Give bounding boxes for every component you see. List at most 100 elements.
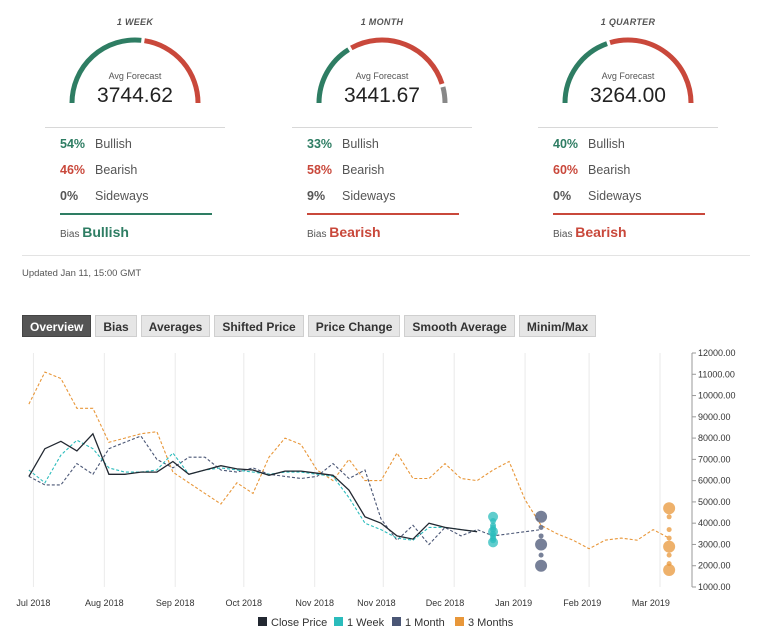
tab-bias[interactable]: Bias bbox=[95, 315, 137, 337]
avg-forecast-value: 3744.62 bbox=[97, 84, 173, 107]
avg-forecast-label: Avg Forecast bbox=[355, 71, 409, 81]
bias-value: Bearish bbox=[329, 224, 381, 240]
forecast-point-3-months bbox=[666, 535, 672, 541]
sentiment-percent: 60% bbox=[553, 163, 579, 177]
avg-forecast-value: 3441.67 bbox=[344, 84, 420, 107]
sentiment-label: Bearish bbox=[342, 163, 385, 177]
forecast-point-1-month bbox=[538, 524, 544, 530]
chart-tabs: Overview Bias Averages Shifted Price Price C… bbox=[22, 315, 600, 337]
sentiment-label: Sideways bbox=[588, 189, 642, 203]
series-line-1-week bbox=[28, 439, 478, 541]
sentiment-row: 0% Sideways bbox=[60, 189, 149, 203]
sentiment-percent: 54% bbox=[60, 137, 86, 151]
gauge-bullish-arc bbox=[316, 47, 350, 104]
sentiment-row: 9% Sideways bbox=[307, 189, 396, 203]
panel-divider bbox=[45, 127, 225, 128]
tab-price-change[interactable]: Price Change bbox=[307, 315, 401, 337]
legend-label: 1 Week bbox=[347, 617, 385, 629]
legend-swatch bbox=[455, 617, 464, 626]
gauge-bearish-arc bbox=[609, 37, 694, 104]
y-tick-label: 6000.00 bbox=[698, 476, 731, 486]
panel-divider bbox=[538, 127, 718, 128]
forecast-gauge bbox=[562, 37, 694, 104]
sentiment-row: 54% Bullish bbox=[60, 137, 132, 151]
series-line-1-month bbox=[28, 435, 542, 546]
x-tick-label: Oct 2018 bbox=[226, 598, 263, 608]
legend-swatch bbox=[392, 617, 401, 626]
tab-averages[interactable]: Averages bbox=[140, 315, 211, 337]
bias-summary: Bias Bearish bbox=[553, 224, 627, 240]
forecast-point-3-months bbox=[663, 540, 676, 553]
updated-timestamp: Updated Jan 11, 15:00 GMT bbox=[22, 268, 142, 279]
x-tick-label: Feb 2019 bbox=[563, 598, 601, 608]
sentiment-label: Bullish bbox=[342, 137, 379, 151]
legend-label: Close Price bbox=[271, 617, 327, 629]
x-tick-label: Aug 2018 bbox=[85, 598, 124, 608]
forecast-point-1-month bbox=[535, 510, 548, 523]
y-tick-label: 10000.00 bbox=[698, 391, 736, 401]
bias-label: Bias bbox=[307, 229, 327, 240]
tab-minim-max[interactable]: Minim/Max bbox=[518, 315, 597, 337]
sentiment-row: 0% Sideways bbox=[553, 189, 642, 203]
bias-underline bbox=[60, 213, 212, 215]
gauge-bearish-arc bbox=[144, 38, 201, 104]
gauge-bullish-arc bbox=[562, 41, 608, 104]
sentiment-percent: 0% bbox=[60, 189, 79, 203]
bias-label: Bias bbox=[60, 229, 80, 240]
sentiment-row: 58% Bearish bbox=[307, 163, 384, 177]
period-title: 1 WEEK bbox=[116, 17, 154, 27]
forecast-point-3-months bbox=[663, 563, 676, 576]
tab-shifted-price[interactable]: Shifted Price bbox=[214, 315, 304, 337]
bias-summary: Bias Bearish bbox=[307, 224, 381, 240]
y-tick-label: 7000.00 bbox=[698, 454, 731, 464]
legend-label: 1 Month bbox=[405, 617, 445, 629]
sentiment-row: 46% Bearish bbox=[60, 163, 137, 177]
tab-smooth-average[interactable]: Smooth Average bbox=[404, 315, 515, 337]
x-tick-label: Mar 2019 bbox=[632, 598, 670, 608]
avg-forecast-value: 3264.00 bbox=[590, 84, 666, 107]
forecast-point-1-month bbox=[538, 552, 544, 558]
gauge-sideways-arc bbox=[440, 86, 448, 104]
tab-overview[interactable]: Overview bbox=[22, 315, 92, 337]
x-tick-label: Nov 2018 bbox=[295, 598, 334, 608]
sentiment-percent: 46% bbox=[60, 163, 86, 177]
forecast-point-3-months bbox=[666, 514, 672, 520]
section-divider bbox=[22, 255, 750, 256]
y-tick-label: 2000.00 bbox=[698, 561, 731, 571]
sentiment-row: 40% Bullish bbox=[553, 137, 625, 151]
y-tick-label: 8000.00 bbox=[698, 433, 731, 443]
panel-divider bbox=[292, 127, 472, 128]
forecast-chart: 1000.00 2000.00 3000.00 4000.00 5000.00 6000.… bbox=[16, 348, 736, 629]
x-tick-label: Dec 2018 bbox=[426, 598, 465, 608]
sentiment-row: 60% Bearish bbox=[553, 163, 630, 177]
sentiment-row: 33% Bullish bbox=[307, 137, 379, 151]
y-tick-label: 9000.00 bbox=[698, 412, 731, 422]
period-title: 1 MONTH bbox=[360, 17, 404, 27]
y-tick-label: 12000.00 bbox=[698, 348, 736, 358]
legend-label: 3 Months bbox=[468, 617, 514, 629]
y-tick-label: 1000.00 bbox=[698, 582, 731, 592]
forecast-point-1-week bbox=[488, 511, 499, 522]
gauge-bullish-arc bbox=[69, 37, 142, 104]
sentiment-label: Bullish bbox=[588, 137, 625, 151]
x-tick-label: Sep 2018 bbox=[156, 598, 195, 608]
y-tick-label: 5000.00 bbox=[698, 497, 731, 507]
avg-forecast-label: Avg Forecast bbox=[108, 71, 162, 81]
forecast-point-3-months bbox=[663, 502, 676, 515]
sentiment-label: Sideways bbox=[342, 189, 396, 203]
sentiment-percent: 9% bbox=[307, 189, 326, 203]
avg-forecast-label: Avg Forecast bbox=[601, 71, 655, 81]
sentiment-label: Bullish bbox=[95, 137, 132, 151]
sentiment-label: Sideways bbox=[95, 189, 149, 203]
bias-underline bbox=[307, 213, 459, 215]
forecast-point-1-week bbox=[490, 518, 497, 525]
forecast-gauge bbox=[316, 37, 448, 104]
x-tick-label: Jul 2018 bbox=[16, 598, 50, 608]
bias-value: Bullish bbox=[82, 224, 129, 240]
y-tick-label: 4000.00 bbox=[698, 518, 731, 528]
forecast-point-3-months bbox=[666, 552, 672, 558]
forecast-point-3-months bbox=[666, 527, 672, 533]
sentiment-label: Bearish bbox=[95, 163, 138, 177]
forecast-point-1-month bbox=[535, 559, 548, 572]
x-tick-label: Nov 2018 bbox=[357, 598, 396, 608]
